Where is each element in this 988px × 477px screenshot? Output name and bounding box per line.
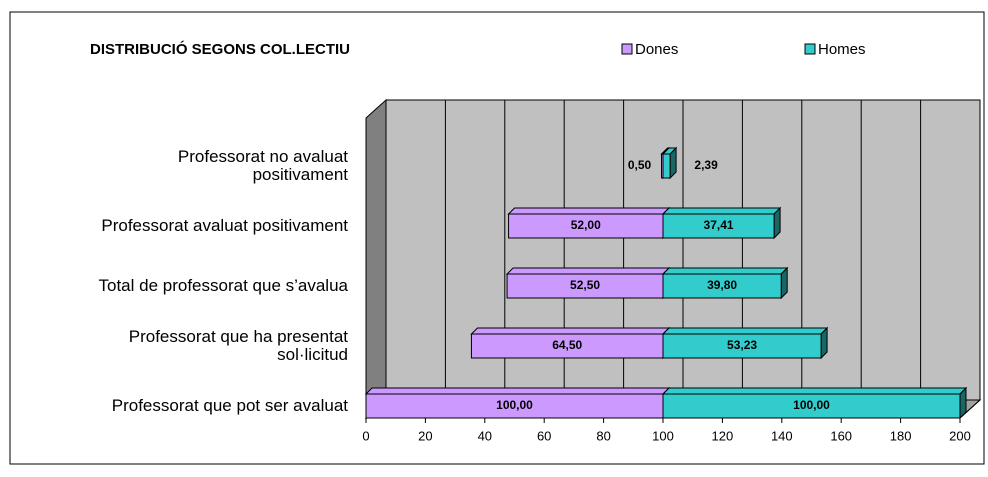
bar-front	[662, 393, 961, 419]
bar-front	[508, 213, 664, 239]
bar-front	[662, 273, 782, 299]
bar	[661, 146, 678, 180]
bar-side	[820, 326, 828, 360]
bar-side	[773, 206, 781, 240]
bar-top	[661, 267, 789, 275]
bar-front	[662, 153, 671, 179]
category-label: Professorat que pot ser avaluat	[111, 396, 348, 415]
value-label: 39,80	[707, 278, 737, 292]
category-label: Professorat no avaluat positivament	[177, 147, 348, 184]
bar	[661, 266, 789, 300]
x-tick-label: 140	[771, 428, 793, 443]
bar-top	[364, 387, 671, 395]
bar-top	[661, 387, 968, 395]
category-label: Total de professorat que s’avalua	[98, 276, 349, 295]
value-label: 52,00	[571, 218, 601, 232]
bar-side	[959, 386, 967, 420]
bar-side	[669, 146, 677, 180]
value-label: 52,50	[570, 278, 600, 292]
bar	[661, 206, 782, 240]
value-label: 37,41	[704, 218, 734, 232]
bar	[661, 326, 829, 360]
bar-top	[661, 327, 829, 335]
x-tick-label: 40	[478, 428, 492, 443]
bar-front	[470, 333, 664, 359]
bar-top	[661, 207, 782, 215]
left-wall	[365, 98, 387, 420]
value-label: 100,00	[793, 398, 830, 412]
x-tick-label: 200	[949, 428, 971, 443]
legend-label: Homes	[818, 41, 866, 58]
value-label: 64,50	[552, 338, 582, 352]
x-tick-label: 20	[418, 428, 432, 443]
x-tick-label: 160	[830, 428, 852, 443]
bar-top	[470, 327, 671, 335]
legend-swatch	[804, 43, 816, 55]
value-label: 0,50	[628, 158, 652, 172]
bar-top	[505, 267, 671, 275]
legend-swatch	[621, 43, 633, 55]
bar-front	[662, 333, 822, 359]
x-tick-label: 180	[890, 428, 912, 443]
bar	[661, 386, 968, 420]
bar	[507, 206, 671, 240]
category-label: Professorat que ha presentat sol·licitud	[128, 327, 348, 364]
bar-front	[662, 213, 775, 239]
x-tick-label: 80	[596, 428, 610, 443]
x-tick-label: 100	[652, 428, 674, 443]
x-tick-label: 120	[712, 428, 734, 443]
bar-side	[780, 266, 788, 300]
value-label: 53,23	[727, 338, 757, 352]
chart-title: DISTRIBUCIÓ SEGONS COL.LECTIU	[90, 40, 350, 58]
bar-top	[507, 207, 671, 215]
legend-label: Dones	[635, 41, 678, 58]
x-tick-label: 0	[362, 428, 369, 443]
value-label: 100,00	[496, 398, 533, 412]
value-label: 2,39	[694, 158, 718, 172]
x-tick-label: 60	[537, 428, 551, 443]
category-label: Professorat avaluat positivament	[101, 216, 348, 235]
